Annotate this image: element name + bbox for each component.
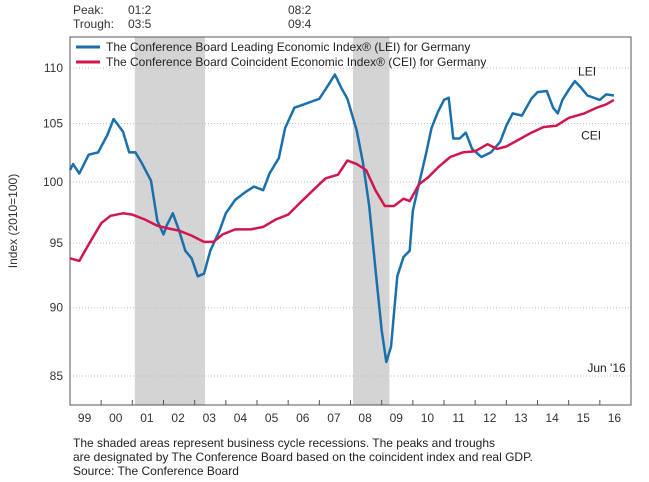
recession-1-trough: 03:5: [128, 17, 152, 31]
y-axis: 85 90 95 100 105 110: [43, 61, 63, 383]
gridlines: [70, 67, 631, 377]
annotation-lei: LEI: [578, 65, 596, 79]
source-line: Source: The Conference Board: [73, 464, 239, 478]
x-tick-label: 00: [109, 411, 123, 425]
series-line-lei: [68, 73, 615, 364]
footnote-line-2: are designated by The Conference Board b…: [73, 450, 533, 464]
y-tick-label: 95: [50, 236, 64, 250]
x-tick-label: 99: [78, 411, 92, 425]
y-tick-label: 110: [44, 61, 63, 75]
y-tick-label: 105: [43, 117, 63, 131]
y-tick-label: 90: [50, 301, 64, 315]
x-tick-label: 04: [234, 411, 248, 425]
y-tick-label: 85: [50, 369, 64, 383]
y-tick-label: 100: [43, 175, 63, 189]
x-tick-label: 10: [421, 411, 435, 425]
annotations: LEI CEI Jun '16: [578, 65, 626, 375]
series-lines: [68, 73, 615, 364]
x-tick-label: 08: [358, 411, 372, 425]
x-tick-label: 11: [452, 411, 465, 425]
x-tick-label: 05: [265, 411, 279, 425]
footnote-line-1: The shaded areas represent business cycl…: [73, 436, 496, 450]
x-tick-label: 03: [203, 411, 217, 425]
x-tick-label: 15: [577, 411, 591, 425]
legend-label-lei: The Conference Board Leading Economic In…: [106, 40, 470, 54]
annotation-cei: CEI: [581, 129, 601, 143]
x-tick-label: 13: [514, 411, 528, 425]
y-axis-label: Index (2010=100): [6, 174, 20, 268]
recession-shading: [134, 37, 390, 405]
legend-label-cei: The Conference Board Coincident Economic…: [106, 55, 486, 69]
trough-label: Trough:: [73, 17, 114, 31]
x-tick-label: 16: [608, 411, 622, 425]
recession-2-trough: 09:4: [288, 17, 312, 31]
x-tick-label: 09: [390, 411, 404, 425]
legend: The Conference Board Leading Economic In…: [76, 40, 486, 69]
annotation-jun-16: Jun '16: [587, 361, 626, 375]
x-tick-label: 07: [327, 411, 341, 425]
series-line-cei: [69, 98, 615, 263]
recession-1-peak: 01:2: [128, 3, 152, 17]
x-tick-label: 12: [483, 411, 497, 425]
x-tick-label: 02: [171, 411, 185, 425]
peak-label: Peak:: [73, 3, 104, 17]
x-tick-label: 14: [545, 411, 559, 425]
x-tick-label: 06: [296, 411, 310, 425]
x-tick-label: 01: [140, 411, 154, 425]
x-axis: 99 00 01 02 03 04 05 06 07 08 09 10 11 12 13 14 15 16: [78, 400, 622, 425]
recession-2-peak: 08:2: [288, 3, 312, 17]
